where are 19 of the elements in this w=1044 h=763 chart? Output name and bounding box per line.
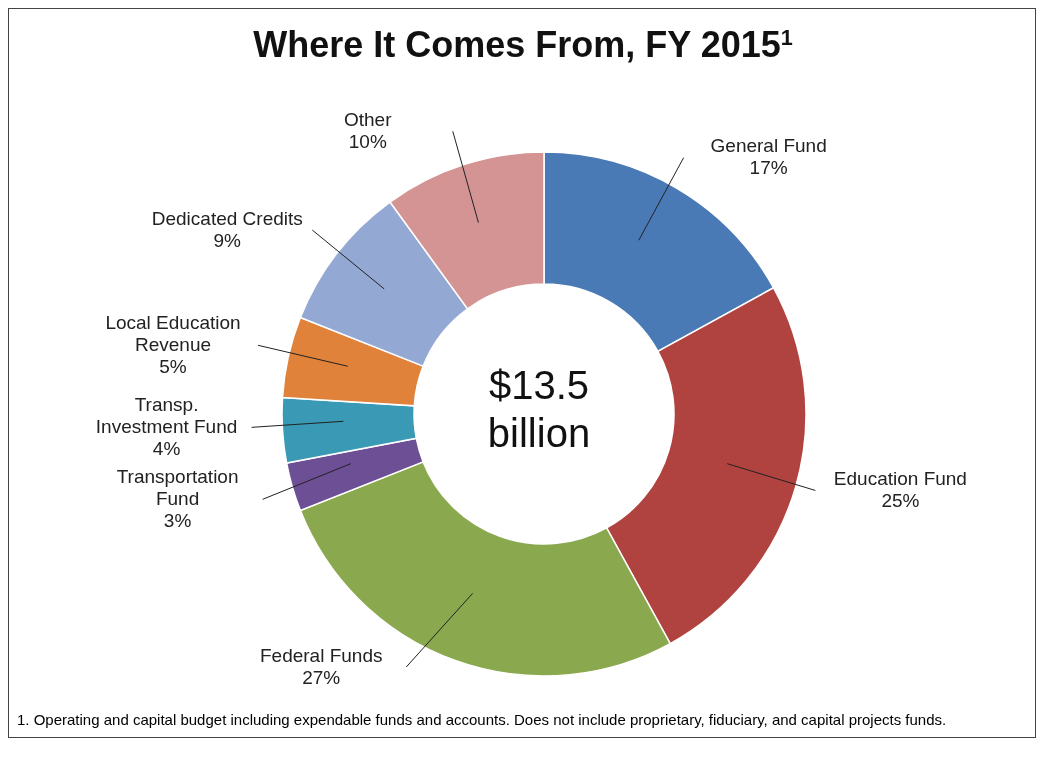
slice-label: Federal Funds (259, 644, 383, 666)
chart-title: Where It Comes From, FY 2015$^{1}$ (253, 24, 793, 65)
slice-label: Transp. Investment Fund (95, 393, 238, 437)
slice-label: Transportation Fund (116, 465, 239, 509)
data-label: 10% (348, 130, 387, 152)
slice-label: Other (344, 108, 393, 130)
data-label: 17% (749, 157, 788, 179)
data-label: 5% (159, 355, 187, 377)
slice-label: Education Fund (833, 467, 967, 489)
data-label: 9% (213, 229, 242, 251)
text: $13.5 billion (487, 363, 591, 455)
text: 1. Operating and capital budget including expendable funds and accounts. Does not include proprietary, fiduciary, and capital projects funds. (16, 710, 948, 730)
slice-label: Local Education Revenue (105, 311, 241, 355)
slice-label: General Fund (710, 135, 827, 157)
slice-label: Dedicated Credits (151, 207, 303, 229)
data-label: 4% (152, 437, 181, 459)
data-label: 27% (302, 666, 341, 688)
data-label: 25% (881, 489, 920, 511)
data-label: 3% (163, 509, 192, 531)
